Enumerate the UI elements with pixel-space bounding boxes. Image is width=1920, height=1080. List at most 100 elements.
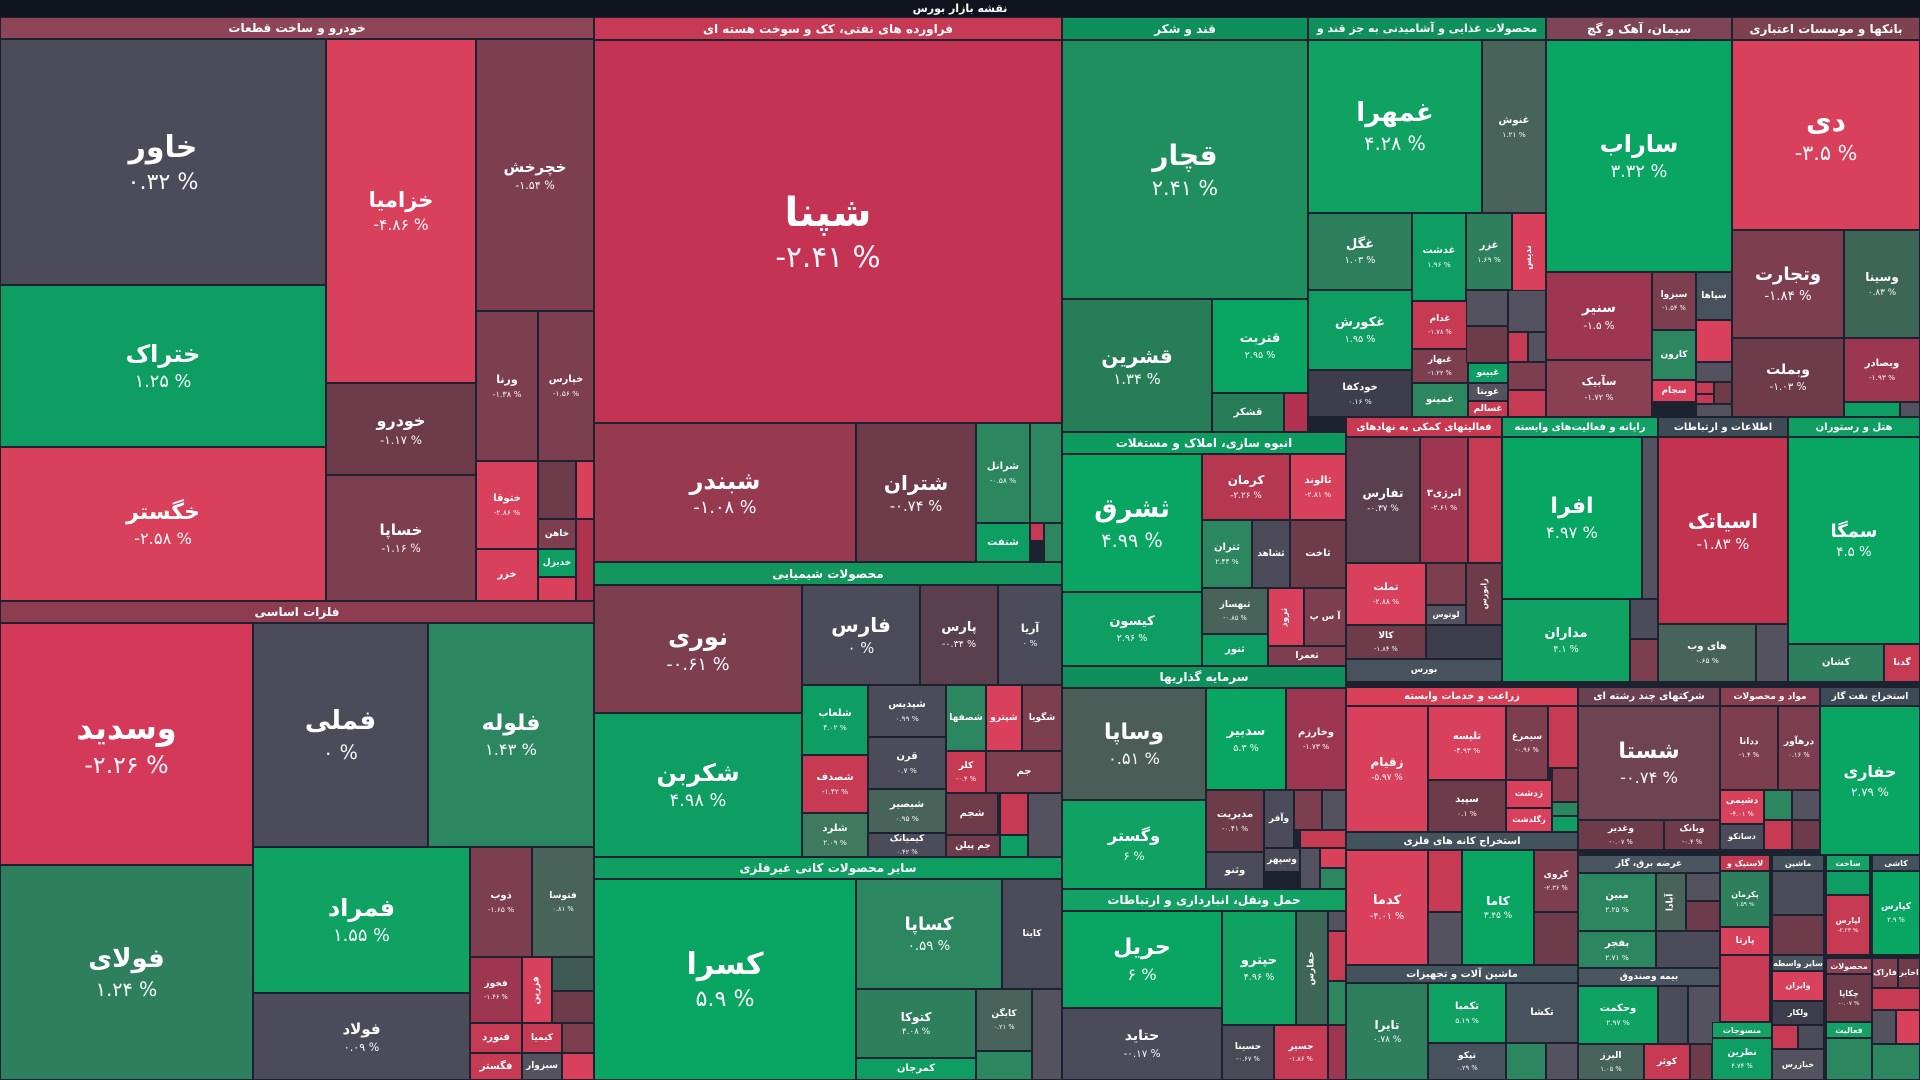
stock-tile-تپکو[interactable]: تپکو ۰.۲۹ % [1428,1043,1506,1080]
stock-tile-کدما[interactable]: کدما -۴.۰۱ % [1346,850,1428,965]
stock-tile-حتاید[interactable]: حتاید -۰.۱۷ % [1062,1008,1222,1080]
stock-tile[interactable] [1328,931,1346,981]
stock-tile[interactable] [1798,1025,1824,1049]
stock-tile[interactable] [1508,362,1546,390]
stock-tile[interactable] [552,957,594,991]
stock-tile-شپترو[interactable]: شپترو [986,685,1022,751]
stock-tile-تلیسه[interactable]: تلیسه -۴.۹۳ % [1428,706,1506,780]
stock-tile-فلوله[interactable]: فلوله ۱.۴۳ % [428,623,594,847]
stock-tile-گدنا[interactable]: گدنا [1884,644,1920,682]
stock-tile[interactable] [1328,1025,1346,1080]
stock-tile[interactable] [1772,871,1824,915]
stock-tile-مبین[interactable]: مبین ۲.۲۵ % [1578,873,1656,931]
stock-tile-ساراب[interactable]: ساراب ۳.۳۲ % [1546,40,1732,272]
stock-tile-تکمبا[interactable]: تکمبا ۵.۱۹ % [1428,983,1506,1043]
stock-tile[interactable] [1028,793,1062,857]
stock-tile[interactable] [1552,816,1578,832]
stock-tile-حسیر[interactable]: حسیر -۱.۸۶ % [1274,1025,1328,1080]
stock-tile-حریل[interactable]: حریل ۶ % [1062,911,1222,1008]
stock-tile[interactable] [1552,802,1578,816]
stock-tile-غگل[interactable]: غگل ۱.۰۳ % [1308,213,1412,290]
stock-tile[interactable] [1872,1044,1920,1080]
stock-tile-دی[interactable]: دی -۳.۵ % [1732,40,1920,230]
stock-tile-فنورد[interactable]: فنورد [470,1023,522,1053]
stock-tile[interactable] [1328,981,1346,1025]
stock-tile-آ س پ[interactable]: آ س پ [1304,588,1346,646]
stock-tile[interactable] [1032,989,1062,1080]
stock-tile-انرژی۳[interactable]: انرژی۳ -۲.۶۱ % [1420,437,1468,563]
stock-tile-شنفت[interactable]: شنفت [976,523,1030,562]
stock-tile-افرا[interactable]: افرا ۴.۹۷ % [1502,437,1642,599]
stock-tile-غبهار[interactable]: غبهار -۱.۲۲ % [1412,349,1468,383]
stock-tile-چکاپا[interactable]: چکاپا -۰.۰۷ % [1826,974,1872,1022]
stock-tile[interactable] [1508,390,1546,417]
stock-tile-تفارس[interactable]: تفارس -۰.۳۷ % [1346,437,1420,563]
stock-tile[interactable] [1320,868,1346,889]
stock-tile-وخارزم[interactable]: وخارزم -۱.۷۳ % [1286,688,1346,790]
stock-tile[interactable] [1548,706,1578,768]
stock-tile-زقیام[interactable]: زقیام -۵.۹۷ % [1346,706,1428,832]
stock-tile-ددانا[interactable]: ددانا -۱.۴ % [1720,706,1778,790]
stock-tile-فمراد[interactable]: فمراد ۱.۵۵ % [253,847,470,993]
stock-tile[interactable] [576,461,594,519]
stock-tile-پارتا[interactable]: پارتا [1720,927,1770,955]
stock-tile-بورس[interactable]: بورس [1346,659,1502,682]
stock-tile-کشان[interactable]: کشان [1788,644,1884,682]
stock-tile-غدام[interactable]: غدام -۱.۷۸ % [1412,301,1468,349]
stock-tile-خساپا[interactable]: خساپا -۱.۱۶ % [326,475,476,601]
stock-tile[interactable] [1528,332,1546,362]
stock-tile-کلر[interactable]: کلر -۰.۴ % [946,751,986,793]
stock-tile-حفاری[interactable]: حفاری ۲.۷۹ % [1820,706,1920,855]
stock-tile[interactable] [1764,790,1792,820]
stock-tile[interactable] [1320,848,1346,868]
stock-tile-جم[interactable]: جم [986,751,1062,793]
stock-tile-رابورس[interactable]: رابورس [1466,563,1502,625]
stock-tile-وتجارت[interactable]: وتجارت -۱.۸۴ % [1732,230,1844,338]
stock-tile-کالا[interactable]: کالا -۱.۸۴ % [1346,625,1426,659]
stock-tile[interactable] [1844,402,1900,417]
stock-tile-زگلدشت[interactable]: زگلدشت [1506,808,1552,832]
stock-tile[interactable] [1696,394,1714,404]
stock-tile[interactable] [1896,1010,1920,1044]
stock-tile-دسانکو[interactable]: دسانکو [1720,824,1764,850]
stock-tile-وساپا[interactable]: وساپا ۰.۵۱ % [1062,688,1206,800]
stock-tile-خزر[interactable]: خزر [476,549,538,601]
stock-tile-وسینا[interactable]: وسینا ۰.۸۳ % [1844,230,1920,338]
stock-tile[interactable] [1294,790,1322,830]
stock-tile-ختوقا[interactable]: ختوقا -۲.۸۶ % [476,461,538,549]
stock-tile-سپید[interactable]: سپید ۰.۱ % [1428,780,1506,832]
stock-tile-ثنور[interactable]: ثنور [1202,634,1268,666]
stock-tile-فگستر[interactable]: فگستر [470,1053,522,1080]
stock-tile[interactable] [1300,848,1320,889]
stock-tile[interactable] [1826,1038,1872,1080]
stock-tile-زدشت[interactable]: زدشت [1506,780,1552,808]
stock-tile-وگستر[interactable]: وگستر ۶ % [1062,800,1206,889]
stock-tile-تملت[interactable]: تملت -۲.۸۸ % [1346,563,1426,625]
stock-tile[interactable] [538,461,576,519]
stock-tile-شلعاب[interactable]: شلعاب ۴.۰۲ % [802,685,868,755]
stock-tile-لوتوس[interactable]: لوتوس [1426,605,1466,625]
stock-tile[interactable] [1772,915,1824,955]
stock-tile-اخابر[interactable]: اخابر [1898,958,1920,988]
stock-tile-سنیر[interactable]: سنیر -۱.۵ % [1546,272,1652,360]
stock-tile[interactable] [1284,393,1308,432]
stock-tile[interactable] [1826,871,1870,895]
stock-tile-سآبیک[interactable]: سآبیک -۱.۷۲ % [1546,360,1652,417]
stock-tile-ختراک[interactable]: ختراک ۱.۲۵ % [0,285,326,447]
stock-tile-سبزوا[interactable]: سبزوا -۱.۵۴ % [1652,272,1696,330]
stock-tile[interactable] [1300,830,1346,848]
stock-tile-شصدف[interactable]: شصدف -۱.۴۲ % [802,755,868,813]
stock-tile[interactable] [1030,423,1062,523]
stock-tile-قرن[interactable]: قرن ۰.۷ % [868,737,946,789]
stock-tile-حپترو[interactable]: حپترو ۴.۹۶ % [1222,911,1296,1025]
stock-tile-غنوش[interactable]: غنوش ۱.۲۱ % [1482,40,1546,213]
stock-tile-های وب[interactable]: های وب ۰.۶۵ % [1658,624,1756,682]
stock-tile[interactable] [1428,850,1462,912]
stock-tile-فملی[interactable]: فملی ۰ % [253,623,428,847]
stock-tile-کرمان[interactable]: کرمان -۲.۲۶ % [1202,454,1290,520]
stock-tile-شپنا[interactable]: شپنا -۲.۴۱ % [594,40,1062,423]
stock-tile-کایتا[interactable]: کایتا [1002,879,1062,989]
stock-tile-کیمیاتک[interactable]: کیمیاتک ۰.۴۲ % [868,833,946,857]
stock-tile-فتوسا[interactable]: فتوسا ۰.۸۱ % [532,847,594,957]
stock-tile-شبصیر[interactable]: شبصیر ۰.۹۵ % [868,789,946,833]
